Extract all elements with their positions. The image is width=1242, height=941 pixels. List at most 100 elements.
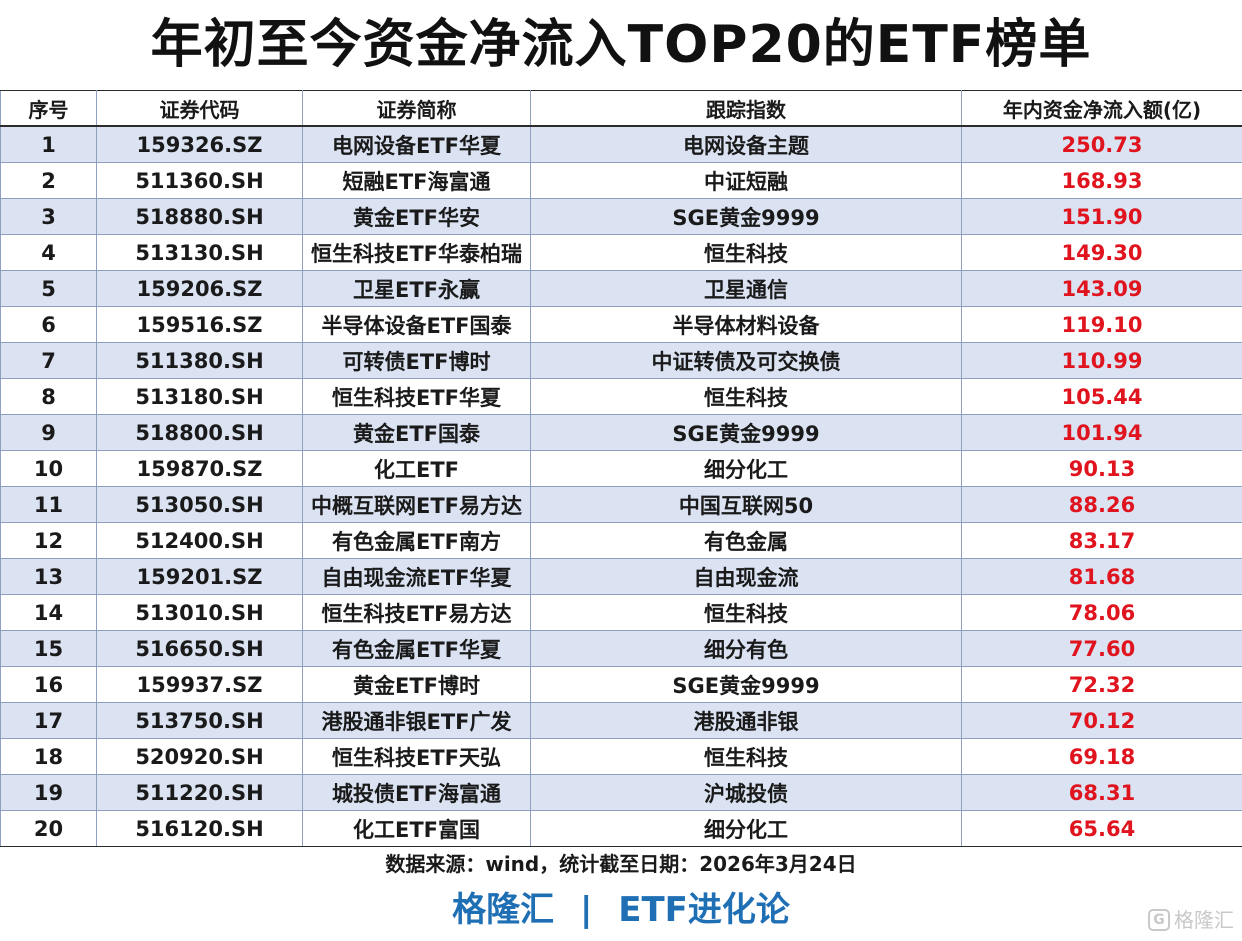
inflow-value-cell: 88.26	[961, 486, 1242, 523]
index-cell: 半导体材料设备	[530, 306, 962, 343]
name-cell: 恒生科技ETF天弘	[302, 738, 531, 775]
index-cell: SGE黄金9999	[530, 198, 962, 235]
rank-cell: 5	[0, 270, 97, 307]
name-cell: 恒生科技ETF华泰柏瑞	[302, 234, 531, 271]
table-row: 4 513130.SH 恒生科技ETF华泰柏瑞 恒生科技 149.30	[0, 234, 1242, 271]
index-cell: 港股通非银	[530, 702, 962, 739]
index-cell: 中证短融	[530, 162, 962, 199]
table-row: 20 516120.SH 化工ETF富国 细分化工 65.64	[0, 810, 1242, 847]
name-cell: 可转债ETF博时	[302, 342, 531, 379]
code-cell: 159326.SZ	[96, 125, 303, 163]
index-cell: 细分化工	[530, 810, 962, 847]
table-row: 1 159326.SZ 电网设备ETF华夏 电网设备主题 250.73	[0, 125, 1242, 163]
code-cell: 159206.SZ	[96, 270, 303, 307]
name-cell: 卫星ETF永赢	[302, 270, 531, 307]
table-row: 2 511360.SH 短融ETF海富通 中证短融 168.93	[0, 162, 1242, 199]
inflow-value-cell: 78.06	[961, 594, 1242, 631]
inflow-value-cell: 151.90	[961, 198, 1242, 235]
index-cell: 恒生科技	[530, 234, 962, 271]
col-header-code: 证券代码	[96, 90, 303, 127]
table-row: 13 159201.SZ 自由现金流ETF华夏 自由现金流 81.68	[0, 558, 1242, 595]
name-cell: 自由现金流ETF华夏	[302, 558, 531, 595]
name-cell: 黄金ETF华安	[302, 198, 531, 235]
name-cell: 有色金属ETF华夏	[302, 630, 531, 667]
index-cell: 中国互联网50	[530, 486, 962, 523]
etf-ranking-table: 序号 证券代码 证券简称 跟踪指数 年内资金净流入额(亿) 1 159326.SZ 电网设备…	[0, 90, 1242, 847]
inflow-value-cell: 72.32	[961, 666, 1242, 703]
code-cell: 159870.SZ	[96, 450, 303, 487]
table-row: 10 159870.SZ 化工ETF 细分化工 90.13	[0, 450, 1242, 487]
inflow-value-cell: 65.64	[961, 810, 1242, 847]
rank-cell: 15	[0, 630, 97, 667]
index-cell: SGE黄金9999	[530, 414, 962, 451]
inflow-value-cell: 83.17	[961, 522, 1242, 559]
table-row: 5 159206.SZ 卫星ETF永赢 卫星通信 143.09	[0, 270, 1242, 307]
name-cell: 黄金ETF国泰	[302, 414, 531, 451]
code-cell: 516120.SH	[96, 810, 303, 847]
rank-cell: 13	[0, 558, 97, 595]
code-cell: 511220.SH	[96, 774, 303, 811]
index-cell: 细分化工	[530, 450, 962, 487]
code-cell: 513010.SH	[96, 594, 303, 631]
name-cell: 黄金ETF博时	[302, 666, 531, 703]
table-row: 3 518880.SH 黄金ETF华安 SGE黄金9999 151.90	[0, 198, 1242, 235]
inflow-value-cell: 119.10	[961, 306, 1242, 343]
table-row: 17 513750.SH 港股通非银ETF广发 港股通非银 70.12	[0, 702, 1242, 739]
code-cell: 518880.SH	[96, 198, 303, 235]
source-note: 数据来源：wind，统计截至日期：2026年3月24日	[385, 852, 857, 876]
index-cell: SGE黄金9999	[530, 666, 962, 703]
rank-cell: 11	[0, 486, 97, 523]
inflow-value-cell: 90.13	[961, 450, 1242, 487]
gelonghui-logo-icon: G	[1148, 909, 1170, 931]
rank-cell: 14	[0, 594, 97, 631]
inflow-value-cell: 250.73	[961, 125, 1242, 163]
table-row: 16 159937.SZ 黄金ETF博时 SGE黄金9999 72.32	[0, 666, 1242, 703]
name-cell: 半导体设备ETF国泰	[302, 306, 531, 343]
inflow-value-cell: 68.31	[961, 774, 1242, 811]
col-header-name: 证券简称	[302, 90, 531, 127]
rank-cell: 8	[0, 378, 97, 415]
brand-column-name: ETF进化论	[618, 890, 790, 930]
name-cell: 电网设备ETF华夏	[302, 125, 531, 163]
code-cell: 159516.SZ	[96, 306, 303, 343]
inflow-value-cell: 143.09	[961, 270, 1242, 307]
name-cell: 化工ETF	[302, 450, 531, 487]
rank-cell: 10	[0, 450, 97, 487]
rank-cell: 1	[0, 125, 97, 163]
code-cell: 518800.SH	[96, 414, 303, 451]
rank-cell: 20	[0, 810, 97, 847]
table-row: 8 513180.SH 恒生科技ETF华夏 恒生科技 105.44	[0, 378, 1242, 415]
code-cell: 513750.SH	[96, 702, 303, 739]
rank-cell: 3	[0, 198, 97, 235]
col-header-index: 跟踪指数	[530, 90, 962, 127]
code-cell: 512400.SH	[96, 522, 303, 559]
rank-cell: 4	[0, 234, 97, 271]
index-cell: 中证转债及可交换债	[530, 342, 962, 379]
watermark-text: 格隆汇	[1174, 908, 1234, 932]
index-cell: 卫星通信	[530, 270, 962, 307]
code-cell: 513050.SH	[96, 486, 303, 523]
table-row: 15 516650.SH 有色金属ETF华夏 细分有色 77.60	[0, 630, 1242, 667]
rank-cell: 18	[0, 738, 97, 775]
code-cell: 513180.SH	[96, 378, 303, 415]
name-cell: 城投债ETF海富通	[302, 774, 531, 811]
rank-cell: 19	[0, 774, 97, 811]
table-row: 7 511380.SH 可转债ETF博时 中证转债及可交换债 110.99	[0, 342, 1242, 379]
name-cell: 港股通非银ETF广发	[302, 702, 531, 739]
rank-cell: 2	[0, 162, 97, 199]
rank-cell: 17	[0, 702, 97, 739]
index-cell: 电网设备主题	[530, 125, 962, 163]
rank-cell: 6	[0, 306, 97, 343]
code-cell: 511380.SH	[96, 342, 303, 379]
index-cell: 恒生科技	[530, 594, 962, 631]
page-title: 年初至今资金净流入TOP20的ETF榜单	[150, 15, 1092, 75]
code-cell: 159201.SZ	[96, 558, 303, 595]
brand-footer: 格隆汇 | ETF进化论	[0, 884, 1242, 936]
rank-cell: 16	[0, 666, 97, 703]
index-cell: 恒生科技	[530, 378, 962, 415]
inflow-value-cell: 101.94	[961, 414, 1242, 451]
code-cell: 513130.SH	[96, 234, 303, 271]
table-row: 9 518800.SH 黄金ETF国泰 SGE黄金9999 101.94	[0, 414, 1242, 451]
col-header-rank: 序号	[0, 90, 97, 127]
index-cell: 恒生科技	[530, 738, 962, 775]
